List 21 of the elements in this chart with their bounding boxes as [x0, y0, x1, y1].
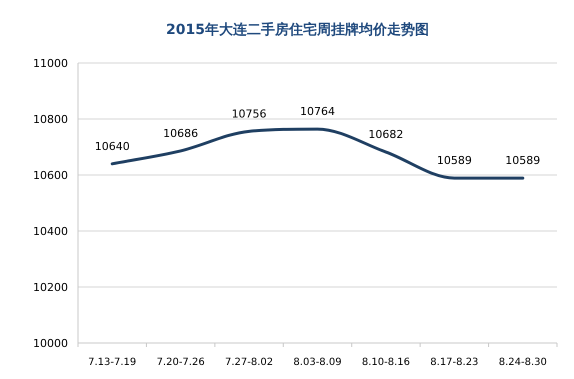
y-tick-label: 11000: [33, 57, 68, 70]
y-tick-label: 10200: [33, 281, 68, 294]
x-tick-label: 8.03-8.09: [293, 357, 342, 368]
x-tick-label: 7.27-8.02: [225, 357, 274, 368]
y-tick-label: 10000: [33, 337, 68, 350]
data-label: 10756: [232, 107, 267, 120]
data-label: 10640: [94, 140, 130, 153]
chart-title: 2015年大连二手房住宅周挂牌均价走势图: [166, 21, 429, 38]
x-tick-label: 8.17-8.23: [430, 357, 478, 368]
data-label: 10589: [505, 154, 540, 168]
x-tick-label: 8.10-8.16: [362, 357, 410, 368]
data-label: 10764: [300, 105, 335, 118]
y-tick-label: 10600: [33, 169, 68, 182]
data-label: 10589: [436, 154, 472, 168]
y-tick-label: 10400: [33, 225, 68, 238]
y-tick-label: 10800: [33, 113, 68, 126]
x-tick-label: 8.24-8.30: [498, 357, 547, 368]
x-tick-label: 7.20-7.26: [156, 357, 205, 368]
x-tick-label: 7.13-7.19: [88, 357, 136, 368]
data-label: 10686: [163, 126, 198, 140]
data-label: 10682: [368, 128, 404, 142]
